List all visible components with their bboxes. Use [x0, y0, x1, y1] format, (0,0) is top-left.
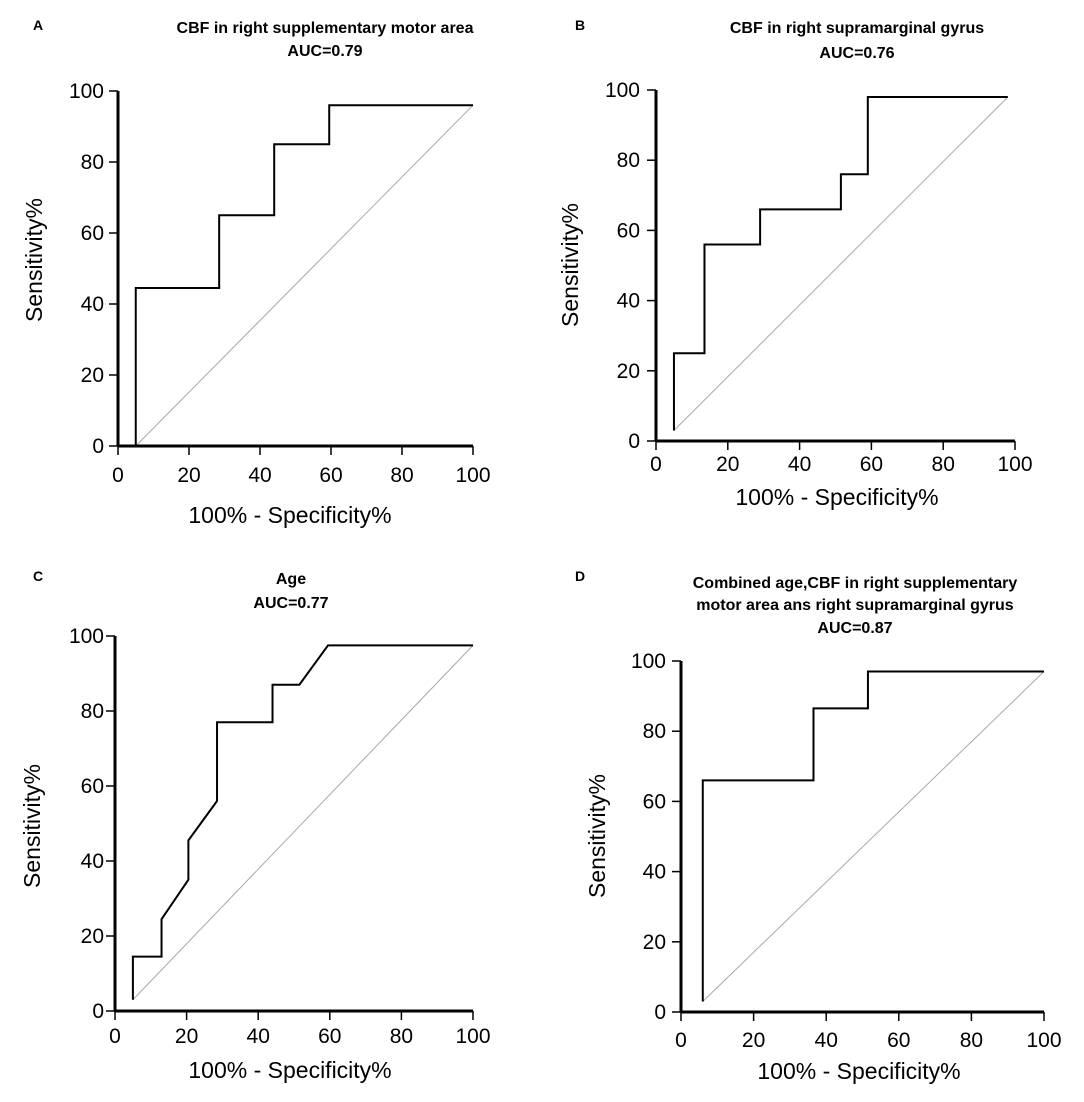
- x-tick-label: 100: [455, 464, 490, 487]
- x-tick-label: 80: [960, 1029, 983, 1052]
- x-tick-label: 40: [247, 1025, 270, 1048]
- reference-diagonal-line: [673, 96, 1009, 431]
- x-tick-label: 80: [390, 1025, 413, 1048]
- y-axis-title: Sensitivity%: [21, 198, 47, 322]
- roc-panel-a: A CBF in right supplementary motor area AU…: [0, 0, 542, 551]
- y-tick-label: 0: [92, 435, 104, 458]
- x-tick-label: 60: [887, 1029, 910, 1052]
- y-tick-label: 40: [643, 861, 666, 884]
- x-tick-label: 60: [318, 1025, 341, 1048]
- y-tick-label: 80: [81, 151, 104, 174]
- y-tick-label: 100: [69, 80, 104, 103]
- reference-diagonal-line: [132, 645, 474, 1001]
- y-tick-label: 40: [617, 290, 640, 313]
- x-axis-title: 100% - Specificity%: [188, 502, 391, 528]
- y-tick-label: 100: [69, 625, 104, 648]
- roc-curve-line: [134, 104, 473, 446]
- x-tick-label: 40: [248, 464, 271, 487]
- y-tick-label: 100: [605, 79, 640, 102]
- roc-curve-line: [701, 670, 1044, 1002]
- x-tick-label: 40: [815, 1029, 838, 1052]
- y-tick-label: 0: [654, 1001, 666, 1024]
- panel-label: A: [33, 17, 43, 33]
- x-tick-label: 40: [788, 453, 811, 476]
- y-tick-label: 80: [643, 720, 666, 743]
- y-tick-label: 20: [81, 925, 104, 948]
- chart-title-line: CBF in right supramarginal gyrus: [730, 20, 984, 37]
- reference-diagonal-line: [135, 104, 474, 447]
- x-axis-title: 100% - Specificity%: [735, 484, 938, 510]
- panel-label: B: [575, 17, 585, 33]
- roc-chart-svg: D Combined age,CBF in right supplementary…: [575, 568, 1062, 1084]
- y-tick-label: 20: [617, 360, 640, 383]
- roc-curve-line: [672, 96, 1008, 431]
- x-tick-label: 60: [860, 453, 883, 476]
- chart-title-line: AUC=0.77: [253, 595, 328, 612]
- y-axis-title: Sensitivity%: [584, 774, 610, 898]
- chart-title-line: AUC=0.76: [819, 45, 894, 62]
- x-tick-label: 100: [997, 453, 1032, 476]
- x-tick-label: 20: [716, 453, 739, 476]
- roc-panel-d: D Combined age,CBF in right supplementary…: [542, 551, 1084, 1102]
- y-tick-label: 0: [628, 430, 640, 453]
- y-tick-label: 0: [92, 1000, 104, 1023]
- chart-title-line: motor area ans right supramarginal gyrus: [696, 597, 1014, 614]
- x-tick-label: 60: [319, 464, 342, 487]
- roc-chart-svg: B CBF in right supramarginal gyrus AUC=0.7…: [557, 17, 1033, 510]
- y-axis-title: Sensitivity%: [19, 764, 45, 888]
- roc-panel-b: B CBF in right supramarginal gyrus AUC=0.7…: [542, 0, 1084, 551]
- x-axis-title: 100% - Specificity%: [188, 1057, 391, 1083]
- x-tick-label: 20: [177, 464, 200, 487]
- x-tick-label: 0: [650, 453, 662, 476]
- y-tick-label: 60: [617, 219, 640, 242]
- x-tick-label: 100: [1026, 1029, 1061, 1052]
- chart-title-line: Combined age,CBF in right supplementary: [693, 575, 1018, 592]
- x-tick-label: 0: [112, 464, 124, 487]
- x-tick-label: 80: [932, 453, 955, 476]
- x-tick-label: 0: [675, 1029, 687, 1052]
- chart-title-line: Age: [276, 571, 306, 588]
- x-tick-label: 100: [455, 1025, 490, 1048]
- roc-chart-svg: A CBF in right supplementary motor area AU…: [21, 17, 491, 528]
- roc-curve-line: [131, 644, 473, 1000]
- y-tick-label: 40: [81, 850, 104, 873]
- chart-title-line: AUC=0.79: [287, 43, 362, 60]
- y-tick-label: 60: [81, 775, 104, 798]
- roc-chart-svg: C Age AUC=0.77 0 20 40 60 80 100 0 20 40 60 80 100 100%…: [19, 568, 491, 1083]
- y-tick-label: 100: [631, 650, 666, 673]
- x-tick-label: 20: [742, 1029, 765, 1052]
- reference-diagonal-line: [702, 671, 1045, 1002]
- chart-title-line: CBF in right supplementary motor area: [177, 20, 474, 37]
- x-tick-label: 0: [109, 1025, 121, 1048]
- y-tick-label: 60: [81, 222, 104, 245]
- y-tick-label: 80: [81, 700, 104, 723]
- chart-title-line: AUC=0.87: [817, 620, 892, 637]
- y-tick-label: 20: [81, 364, 104, 387]
- panel-label: D: [575, 568, 585, 584]
- roc-panel-c: C Age AUC=0.77 0 20 40 60 80 100 0 20 40 60 80 100 100%…: [0, 551, 542, 1102]
- x-axis-title: 100% - Specificity%: [757, 1058, 960, 1084]
- y-axis-title: Sensitivity%: [557, 203, 583, 327]
- y-tick-label: 40: [81, 293, 104, 316]
- x-tick-label: 80: [390, 464, 413, 487]
- y-tick-label: 20: [643, 931, 666, 954]
- panel-label: C: [33, 568, 43, 584]
- y-tick-label: 60: [643, 790, 666, 813]
- x-tick-label: 20: [175, 1025, 198, 1048]
- y-tick-label: 80: [617, 149, 640, 172]
